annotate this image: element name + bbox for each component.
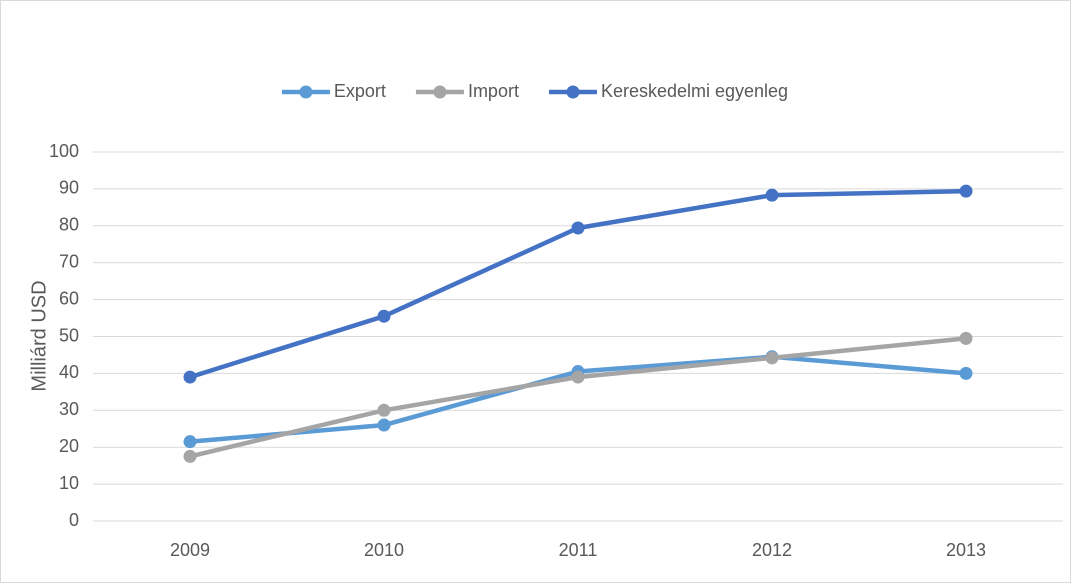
y-tick-label: 40 bbox=[59, 362, 79, 382]
y-tick-label: 80 bbox=[59, 215, 79, 235]
x-tick-label: 2011 bbox=[559, 540, 598, 560]
y-tick-label: 90 bbox=[59, 178, 79, 198]
legend-marker bbox=[433, 85, 447, 99]
data-point bbox=[183, 435, 197, 449]
data-point bbox=[377, 403, 391, 417]
x-tick-label: 2009 bbox=[170, 540, 210, 560]
data-point bbox=[183, 449, 197, 463]
data-point bbox=[377, 418, 391, 432]
x-tick-label: 2013 bbox=[946, 540, 986, 560]
x-tick-label: 2010 bbox=[364, 540, 404, 560]
y-axis-label: Milliárd USD bbox=[28, 280, 50, 391]
y-tick-label: 10 bbox=[59, 473, 79, 493]
data-point bbox=[183, 370, 197, 384]
legend-label: Import bbox=[468, 81, 519, 101]
legend-marker bbox=[566, 85, 580, 99]
y-tick-label: 0 bbox=[69, 510, 79, 530]
legend-label: Kereskedelmi egyenleg bbox=[601, 81, 788, 101]
y-tick-label: 60 bbox=[59, 288, 79, 308]
legend-label: Export bbox=[334, 81, 386, 101]
x-tick-label: 2012 bbox=[752, 540, 792, 560]
data-point bbox=[571, 370, 585, 384]
data-point bbox=[765, 351, 779, 365]
data-point bbox=[377, 309, 391, 323]
data-point bbox=[571, 221, 585, 235]
data-point bbox=[959, 366, 973, 380]
y-tick-label: 50 bbox=[59, 325, 79, 345]
y-tick-label: 20 bbox=[59, 436, 79, 456]
y-tick-label: 100 bbox=[49, 141, 79, 161]
data-point bbox=[959, 331, 973, 345]
data-point bbox=[959, 184, 973, 198]
y-tick-label: 70 bbox=[59, 251, 79, 271]
y-tick-label: 30 bbox=[59, 399, 79, 419]
data-point bbox=[765, 188, 779, 202]
legend-marker bbox=[299, 85, 313, 99]
